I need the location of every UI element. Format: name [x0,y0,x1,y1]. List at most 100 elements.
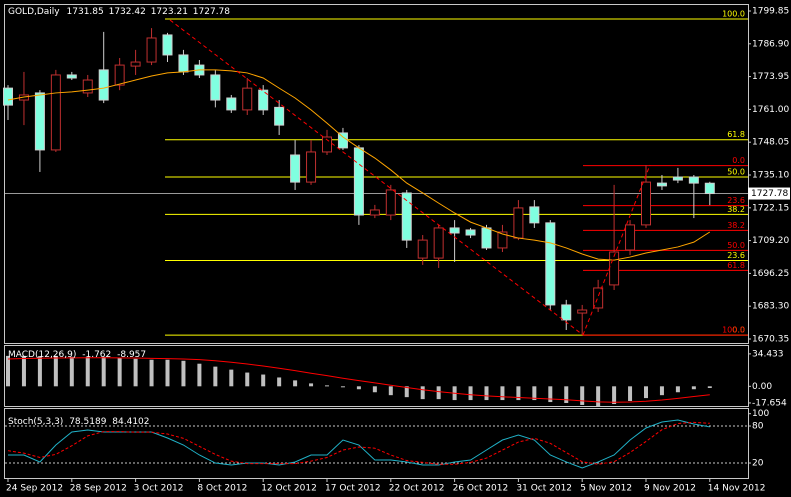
candle-body [688,176,699,184]
macd-bar [181,360,186,387]
macd-bar [659,386,664,396]
candle-body [242,87,253,111]
y-tick-label: 80 [752,422,764,432]
macd-bar [229,369,234,387]
current-price-label: 1727.78 [751,189,788,199]
fib-level-label: 61.8 [727,261,745,270]
candle-body [369,209,380,216]
macd-bar [21,355,26,387]
y-tick-label: 1696.25 [752,269,789,279]
macd-bar [149,359,154,387]
macd-bar [53,355,58,387]
candle-body [401,192,412,241]
macd-bar [691,386,696,390]
fib-level-label: 38.2 [727,205,745,214]
stoch-line [8,419,710,469]
y-tick-label: 1683.30 [752,302,789,312]
macd-title: MACD(12,26,9) -1.762 -8.957 [8,350,146,360]
candle-body [50,74,61,151]
candle-body [497,231,508,249]
fib-level-label: 50.0 [727,168,745,177]
y-tick-label: 1799.85 [752,7,789,17]
macd-bar [245,372,250,387]
macd-bar [644,386,648,399]
candle-body [561,304,572,321]
macd-signal [7,357,710,403]
candle-body [337,132,348,149]
y-tick-label: 100 [752,409,769,419]
fib-level-label: 0.0 [732,326,745,335]
candle-body [593,287,604,309]
trend-lines [169,19,651,336]
candle-body [353,147,364,216]
y-tick-label: 1773.95 [752,72,789,82]
candle-body [513,207,524,239]
macd-bar [117,357,122,387]
macd-bar [309,383,314,387]
candle-body [210,74,221,101]
macd-bar [340,386,345,388]
candle-body [130,61,141,67]
macd-bar [564,386,569,403]
stoch-signal-value: 84.4102 [112,417,149,427]
stoch-line [7,421,710,465]
macd-bar [372,386,377,393]
symbol: GOLD,Daily [8,7,60,17]
stoch-panel-frame [4,408,749,479]
macd-bar [325,385,329,387]
macd-bar [101,356,106,387]
candle-body [433,227,444,259]
y-tick-label: 1670.35 [752,334,789,344]
macd-bar [436,386,441,400]
macd-bar [468,386,473,401]
trend-line [169,19,584,336]
x-tick-label: 24 Sep 2012 [6,484,63,494]
fib-level-label: 23.6 [727,251,745,260]
macd-bar [628,386,633,402]
y-tick-label: 1722.15 [752,203,789,213]
plot-area: 100.061.850.038.223.60.00.023.638.250.06… [3,7,790,494]
fib-level-label: 100.0 [722,326,745,335]
candle-body [98,69,109,101]
x-tick-label: 26 Oct 2012 [453,484,509,494]
macd-bar [548,386,553,403]
macd-bar [197,363,202,387]
candle-body [545,222,556,306]
macd-main-value: -1.762 [82,350,111,360]
macd-bar [532,386,537,401]
macd-bar [277,377,282,387]
x-tick-label: 22 Oct 2012 [389,484,445,494]
y-tick-label: 20 [752,459,764,469]
candle-body [385,189,396,216]
macd-bar [484,386,489,401]
candle-body [529,206,540,224]
macd-bar [707,386,712,388]
moving-average [7,69,711,261]
candle-body [641,181,651,226]
macd-bar [133,358,138,387]
macd-bar [596,386,601,406]
candle-body [704,182,715,195]
candle-body [417,239,428,259]
x-tick-label: 14 Nov 2012 [708,484,766,494]
candle-body [577,309,588,314]
last-high: 1732.42 [109,7,146,17]
macd-bar [500,386,505,401]
macd-bar [37,356,42,387]
macd-name: MACD(12,26,9) [8,350,76,360]
y-tick-label: 1735.10 [752,171,789,181]
fib-level-label: 61.8 [727,130,745,139]
y-tick-label: -17.654 [752,398,787,408]
macd-bar [404,386,409,398]
x-tick-label: 3 Oct 2012 [134,484,184,494]
macd-bar [165,359,170,387]
price-panel-frame [4,4,749,344]
candle-body [449,227,460,234]
fib-level-label: 38.2 [727,221,745,230]
macd-bar [356,386,361,390]
y-tick-label: 0.00 [752,382,772,392]
candle-body [146,37,157,63]
fib-level-label: 100.0 [722,9,745,18]
candle-body [290,154,301,183]
